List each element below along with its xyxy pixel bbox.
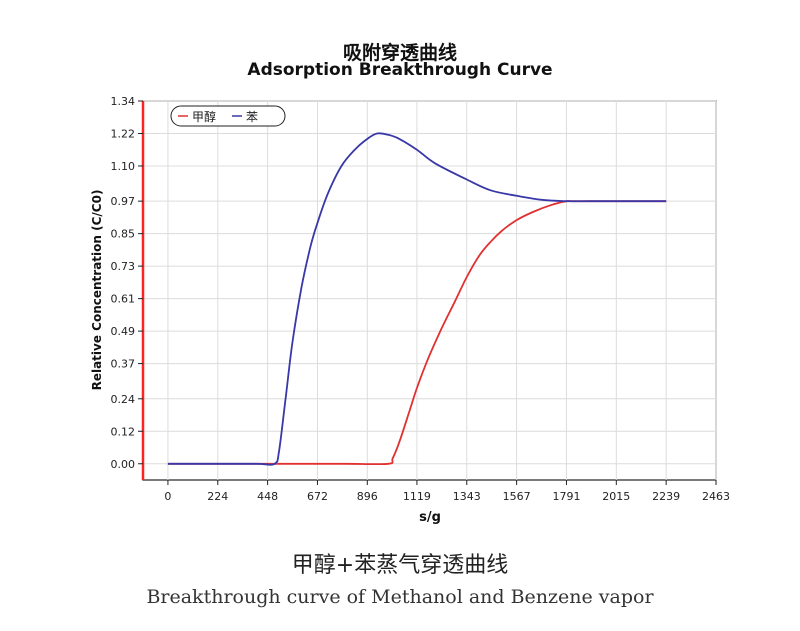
y-tick-label: 0.97 <box>111 195 136 208</box>
x-tick-label: 672 <box>307 490 328 503</box>
breakthrough-chart: 0.00 0.12 0.24 0.37 0.49 0.61 0.73 0.85 0.97 1.10… <box>90 95 730 525</box>
x-tick-label: 2015 <box>602 490 630 503</box>
y-tick-label: 0.24 <box>111 393 136 406</box>
y-tick-label: 0.00 <box>111 458 136 471</box>
x-tick-label: 1791 <box>552 490 580 503</box>
y-tick-label: 0.73 <box>111 260 136 273</box>
y-axis-label: Relative Concentration (C/C0) <box>90 190 104 391</box>
series-line-benzene <box>167 132 667 466</box>
x-tick-label: 2239 <box>652 490 680 503</box>
x-axis-label: s/g <box>419 510 441 525</box>
y-tick-label: 1.10 <box>111 160 136 173</box>
series-line-methanol <box>167 199 667 466</box>
chart-title-en: Adsorption Breakthrough Curve <box>247 60 553 80</box>
grid <box>143 100 717 480</box>
x-tick-label: 448 <box>257 490 278 503</box>
caption-en: Breakthrough curve of Methanol and Benze… <box>146 586 654 608</box>
y-tick-label: 0.85 <box>111 228 136 241</box>
plot-area <box>142 100 717 481</box>
chart-title-cn: 吸附穿透曲线 <box>342 42 457 64</box>
x-tick-label: 0 <box>164 490 171 503</box>
y-tick-label: 0.61 <box>111 293 136 306</box>
x-tick-label: 1343 <box>453 490 481 503</box>
y-tick-label: 0.49 <box>111 325 136 338</box>
y-axis: 0.00 0.12 0.24 0.37 0.49 0.61 0.73 0.85 0.97 1.10… <box>111 95 143 471</box>
y-tick-label: 0.12 <box>111 425 136 438</box>
x-tick-label: 2463 <box>702 490 730 503</box>
series-layer <box>167 132 667 466</box>
legend-label-benzene: 苯 <box>246 110 258 124</box>
x-tick-label: 1119 <box>403 490 431 503</box>
y-tick-label: 1.22 <box>111 127 136 140</box>
x-tick-label: 896 <box>357 490 378 503</box>
x-tick-label: 1567 <box>503 490 531 503</box>
caption-cn: 甲醇+苯蒸气穿透曲线 <box>291 553 509 578</box>
x-tick-label: 224 <box>207 490 228 503</box>
y-tick-label: 0.37 <box>111 358 136 371</box>
legend-box <box>170 105 286 127</box>
x-axis: 0 224 448 672 896 1119 1343 1567 1791 2015 2239 246… <box>164 480 730 503</box>
y-tick-label: 1.34 <box>111 95 136 108</box>
legend-label-methanol: 甲醇 <box>192 109 216 124</box>
legend: 甲醇 苯 <box>170 105 286 127</box>
